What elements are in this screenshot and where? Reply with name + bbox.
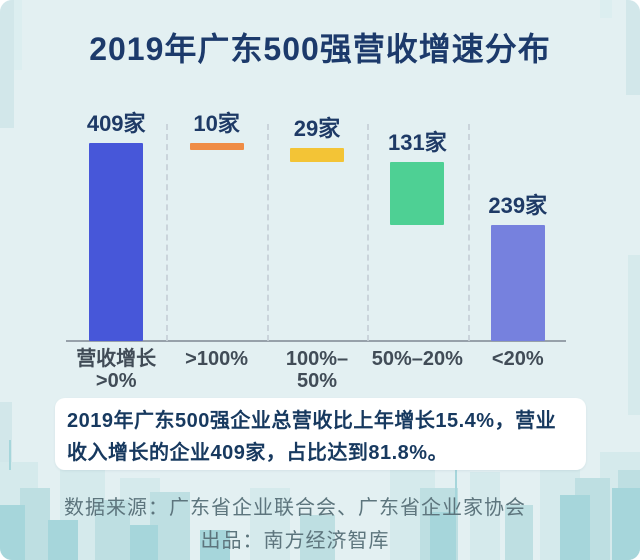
bar-value-label: 409家 bbox=[86, 111, 146, 136]
axis-tick-label: <20% bbox=[491, 348, 544, 370]
producer-line: 出品：南方经济智库 bbox=[200, 530, 390, 552]
bar-value-label: 10家 bbox=[193, 111, 240, 136]
waterfall-bar bbox=[189, 143, 244, 150]
axis-tick-label: 100%–50% bbox=[285, 348, 349, 392]
waterfall-bar bbox=[390, 161, 445, 226]
summary-box: 2019年广东500强企业总营收比上年增长15.4%，营业收入增长的企业409家… bbox=[55, 398, 586, 470]
column-separator bbox=[467, 124, 470, 341]
bar-value-label: 29家 bbox=[293, 115, 341, 141]
axis-tick-label: 50%–20% bbox=[371, 348, 463, 370]
chart-title: 2019年广东500强营收增速分布 bbox=[89, 31, 551, 67]
waterfall-bar bbox=[89, 143, 144, 341]
axis-tick-label: 营收增长 >0% bbox=[76, 348, 157, 392]
bar-value-label: 239家 bbox=[488, 193, 548, 219]
column-separator bbox=[367, 124, 370, 341]
column-separator bbox=[266, 124, 269, 341]
waterfall-bar bbox=[490, 225, 545, 341]
column-separator bbox=[166, 124, 169, 341]
summary-text: 2019年广东500强企业总营收比上年增长15.4%，营业收入增长的企业409家… bbox=[67, 410, 557, 464]
axis-tick-label: >100% bbox=[185, 348, 248, 370]
bar-value-label: 131家 bbox=[388, 129, 447, 155]
x-axis-line bbox=[66, 340, 566, 342]
footer-credits: 数据来源：广东省企业联合会、广东省企业家协会 出品：南方经济智库 bbox=[0, 492, 590, 558]
waterfall-bar bbox=[290, 147, 344, 162]
data-source-line: 数据来源：广东省企业联合会、广东省企业家协会 bbox=[64, 497, 526, 519]
